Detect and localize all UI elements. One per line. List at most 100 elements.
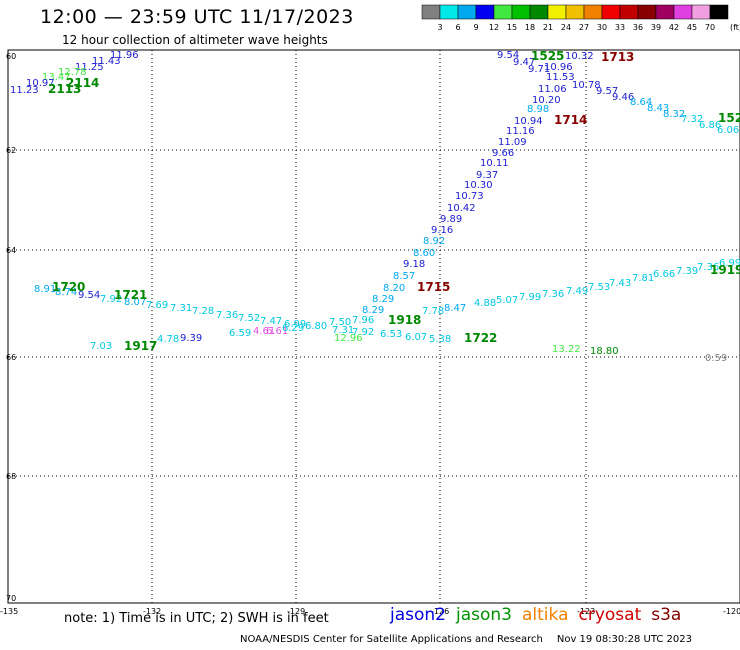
colorbar-label: 33 bbox=[615, 23, 625, 32]
swh-value: 11.25 bbox=[75, 62, 104, 73]
swh-value: 7.36 bbox=[542, 289, 564, 300]
swh-value: 6.99 bbox=[284, 319, 306, 330]
swh-value: 4.88 bbox=[474, 298, 496, 309]
swh-value: 6.06 bbox=[717, 125, 739, 136]
lon-label: -120 bbox=[723, 607, 740, 616]
lat-label: 68 bbox=[6, 472, 16, 481]
lat-label: 64 bbox=[6, 246, 16, 255]
swh-value: 5.38 bbox=[429, 334, 451, 345]
lat-label: 60 bbox=[6, 52, 16, 61]
wave-height-labels: 11.9611.4311.2512.7813.4710.9711.239.549… bbox=[10, 50, 740, 364]
swh-value: 7.99 bbox=[519, 292, 541, 303]
colorbar-label: 15 bbox=[507, 23, 517, 32]
swh-value: 7.32 bbox=[681, 114, 703, 125]
swh-value: 7.50 bbox=[329, 317, 351, 328]
swh-value: 10.20 bbox=[532, 95, 561, 106]
swh-value: 11.43 bbox=[92, 56, 121, 67]
colorbar-cell bbox=[709, 4, 729, 20]
swh-value: 8.47 bbox=[444, 303, 466, 314]
colorbar-cell bbox=[475, 4, 495, 20]
swh-value: 9.39 bbox=[180, 333, 202, 344]
colorbar-label: 45 bbox=[687, 23, 697, 32]
legend-cryosat: cryosat bbox=[578, 605, 642, 625]
swh-value: 7.78 bbox=[422, 306, 444, 317]
lon-label: -132 bbox=[143, 607, 161, 616]
swh-value: 7.43 bbox=[609, 278, 631, 289]
colorbar-cell bbox=[439, 4, 459, 20]
credit-timestamp: Nov 19 08:30:28 UTC 2023 bbox=[556, 634, 693, 645]
colorbar-cell bbox=[511, 4, 531, 20]
lon-label: -135 bbox=[0, 607, 18, 616]
swh-value: 7.49 bbox=[566, 286, 588, 297]
lat-label: 70 bbox=[6, 594, 16, 603]
swh-value: 7.36 bbox=[216, 310, 238, 321]
swh-value: 11.16 bbox=[506, 126, 535, 137]
swh-value: 8.98 bbox=[527, 104, 549, 115]
swh-value: 10.73 bbox=[455, 191, 484, 202]
lat-label: 66 bbox=[6, 353, 16, 362]
legend-altika: altika bbox=[522, 605, 569, 625]
swh-value: 8.74 bbox=[55, 287, 77, 298]
pass-time: 1714 bbox=[554, 113, 587, 127]
lon-label: -123 bbox=[577, 607, 595, 616]
swh-value: 7.47 bbox=[260, 316, 282, 327]
swh-value: 6.61 bbox=[266, 326, 288, 337]
swh-value: 10.96 bbox=[544, 62, 573, 73]
colorbar-cell bbox=[583, 4, 603, 20]
lon-label: -129 bbox=[287, 607, 305, 616]
swh-value: 7.92 bbox=[100, 294, 122, 305]
latitude-labels: 60 62 64 66 68 70 bbox=[6, 52, 16, 603]
swh-value: 8.60 bbox=[413, 248, 435, 259]
colorbar-cell bbox=[619, 4, 639, 20]
colorbar-label: 21 bbox=[543, 23, 553, 32]
colorbar-label: 24 bbox=[561, 23, 571, 32]
swh-value: 8.91 bbox=[34, 284, 56, 295]
pass-time: 1917 bbox=[124, 339, 157, 353]
colorbar-cell bbox=[421, 4, 441, 20]
swh-value: 0.59 bbox=[705, 353, 727, 364]
swh-value: 7.31 bbox=[332, 325, 354, 336]
colorbar-label: 9 bbox=[473, 23, 478, 32]
page-title: 12:00 — 23:59 UTC 11/17/2023 bbox=[40, 6, 354, 28]
pass-time: 1525 bbox=[531, 49, 564, 63]
credit-org: NOAA/NESDIS Center for Satellite Applica… bbox=[240, 634, 543, 645]
colorbar-label: 70 bbox=[705, 23, 715, 32]
swh-value: 11.06 bbox=[538, 84, 567, 95]
swh-value: 6.99 bbox=[719, 258, 740, 269]
swh-value: 7.39 bbox=[676, 266, 698, 277]
pass-time: 1919 bbox=[710, 263, 740, 277]
pass-time: 152 bbox=[718, 111, 740, 125]
swh-value: 7.81 bbox=[632, 273, 654, 284]
pass-time: 2114 bbox=[66, 76, 99, 90]
satellite-legend: jason2 jason3 altika cryosat s3a bbox=[390, 605, 691, 625]
swh-value: 9.18 bbox=[403, 259, 425, 270]
legend-jason3: jason3 bbox=[456, 605, 512, 625]
colorbar: 3 6 9 12 15 18 21 24 27 30 33 36 39 42 4… bbox=[421, 4, 740, 32]
swh-value: 9.47 bbox=[513, 57, 535, 68]
swh-value: 7.03 bbox=[90, 341, 112, 352]
pass-time: 1715 bbox=[417, 280, 450, 294]
swh-value: 10.97 bbox=[26, 78, 55, 89]
swh-value: 10.30 bbox=[464, 180, 493, 191]
page-subtitle: 12 hour collection of altimeter wave hei… bbox=[62, 33, 328, 47]
pass-time: 1721 bbox=[114, 288, 147, 302]
swh-value: 9.89 bbox=[440, 214, 462, 225]
colorbar-label: 39 bbox=[651, 23, 661, 32]
colorbar-unit: (ft) bbox=[730, 23, 740, 32]
colorbar-cell bbox=[673, 4, 693, 20]
swh-value: 8.57 bbox=[393, 271, 415, 282]
colorbar-label: 42 bbox=[669, 23, 679, 32]
swh-value: 5.07 bbox=[496, 295, 518, 306]
swh-value: 7.92 bbox=[352, 327, 374, 338]
swh-value: 9.54 bbox=[78, 290, 100, 301]
swh-value: 6.86 bbox=[699, 120, 721, 131]
swh-value: 6.80 bbox=[305, 321, 327, 332]
swh-value: 6.53 bbox=[380, 329, 402, 340]
swh-value: 8.29 bbox=[372, 294, 394, 305]
pass-time: 1713 bbox=[601, 50, 634, 64]
pass-time: 1918 bbox=[388, 313, 421, 327]
colorbar-cell bbox=[565, 4, 585, 20]
